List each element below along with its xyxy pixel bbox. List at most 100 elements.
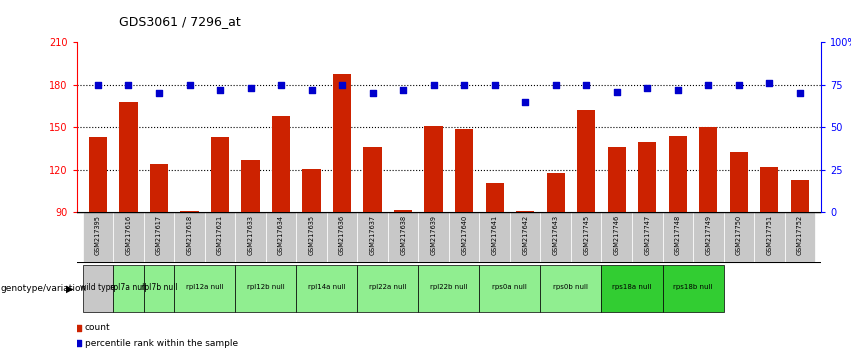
Bar (363, 147, 382, 212)
Bar (602, 265, 663, 313)
Point (580, 82, 593, 88)
Text: wild type: wild type (80, 283, 116, 292)
Bar (357, 212, 388, 262)
Bar (302, 169, 321, 212)
Point (183, 82, 197, 88)
Text: GSM217633: GSM217633 (248, 215, 254, 255)
Text: rpl22a null: rpl22a null (369, 285, 407, 290)
Point (366, 91, 380, 96)
Bar (296, 212, 327, 262)
Bar (632, 212, 663, 262)
Bar (113, 212, 144, 262)
Bar (571, 212, 602, 262)
Bar (419, 265, 479, 313)
Bar (83, 265, 113, 313)
Bar (486, 183, 504, 212)
Bar (211, 137, 229, 212)
Bar (760, 167, 779, 212)
Bar (693, 212, 723, 262)
Text: ▶: ▶ (66, 284, 74, 293)
Text: GSM217635: GSM217635 (309, 215, 315, 255)
Text: GSM217638: GSM217638 (400, 215, 406, 255)
Bar (791, 180, 809, 212)
Point (273, 268, 287, 274)
Bar (700, 127, 717, 212)
Point (732, 82, 745, 88)
Text: GSM217751: GSM217751 (767, 215, 773, 255)
Point (457, 82, 471, 88)
Point (701, 82, 715, 88)
Bar (729, 152, 748, 212)
Text: GSM217618: GSM217618 (186, 215, 192, 255)
Text: genotype/variation: genotype/variation (1, 284, 87, 293)
Bar (419, 212, 449, 262)
Bar (754, 212, 785, 262)
Point (273, 123, 287, 129)
Text: GSM217642: GSM217642 (523, 215, 528, 255)
Text: GSM217752: GSM217752 (797, 215, 802, 255)
Bar (235, 265, 296, 313)
Text: GSM217634: GSM217634 (278, 215, 284, 255)
Bar (638, 142, 656, 212)
Bar (602, 212, 632, 262)
Bar (479, 265, 540, 313)
Text: GSM217637: GSM217637 (369, 215, 375, 255)
Point (671, 87, 684, 93)
Bar (242, 160, 260, 212)
Text: rpl12a null: rpl12a null (186, 285, 224, 290)
Point (152, 91, 166, 96)
Point (305, 87, 318, 93)
Point (762, 80, 776, 86)
Bar (577, 110, 596, 212)
Point (397, 87, 410, 93)
Bar (448, 212, 479, 262)
Point (122, 82, 135, 88)
Bar (608, 147, 625, 212)
Text: GDS3061 / 7296_at: GDS3061 / 7296_at (119, 15, 241, 28)
Text: GSM217745: GSM217745 (583, 215, 589, 255)
Point (335, 82, 349, 88)
Text: count: count (85, 323, 111, 332)
Text: GSM217621: GSM217621 (217, 215, 223, 255)
Text: GSM217639: GSM217639 (431, 215, 437, 255)
Text: GSM217748: GSM217748 (675, 215, 681, 255)
Point (214, 87, 227, 93)
Point (518, 99, 532, 105)
Text: GSM217640: GSM217640 (461, 215, 467, 255)
Point (427, 82, 441, 88)
Bar (663, 265, 723, 313)
Text: rpl22b null: rpl22b null (430, 285, 468, 290)
Bar (144, 265, 174, 313)
Text: GSM217616: GSM217616 (125, 215, 131, 255)
Text: GSM217636: GSM217636 (339, 215, 346, 255)
Bar (144, 212, 174, 262)
Text: percentile rank within the sample: percentile rank within the sample (85, 339, 238, 348)
Bar (119, 102, 138, 212)
Bar (357, 265, 419, 313)
Text: rpl7b null: rpl7b null (140, 283, 177, 292)
Bar (205, 212, 235, 262)
Text: rps18b null: rps18b null (673, 285, 713, 290)
Text: rpl12b null: rpl12b null (247, 285, 285, 290)
Bar (479, 212, 510, 262)
Bar (180, 211, 198, 212)
Bar (669, 136, 687, 212)
Bar (394, 210, 412, 212)
Text: GSM217746: GSM217746 (614, 215, 620, 255)
Bar (327, 212, 357, 262)
Text: GSM217641: GSM217641 (492, 215, 498, 255)
Text: rpl14a null: rpl14a null (308, 285, 346, 290)
Point (91, 82, 105, 88)
Text: GSM217395: GSM217395 (95, 215, 101, 255)
Bar (723, 212, 754, 262)
Point (243, 86, 257, 91)
Text: GSM217617: GSM217617 (156, 215, 162, 255)
Bar (785, 212, 815, 262)
Point (274, 82, 288, 88)
Text: rps0a null: rps0a null (493, 285, 528, 290)
Text: GSM217747: GSM217747 (644, 215, 650, 255)
Bar (510, 212, 540, 262)
Bar (174, 212, 205, 262)
Bar (333, 74, 351, 212)
Bar (425, 126, 443, 212)
